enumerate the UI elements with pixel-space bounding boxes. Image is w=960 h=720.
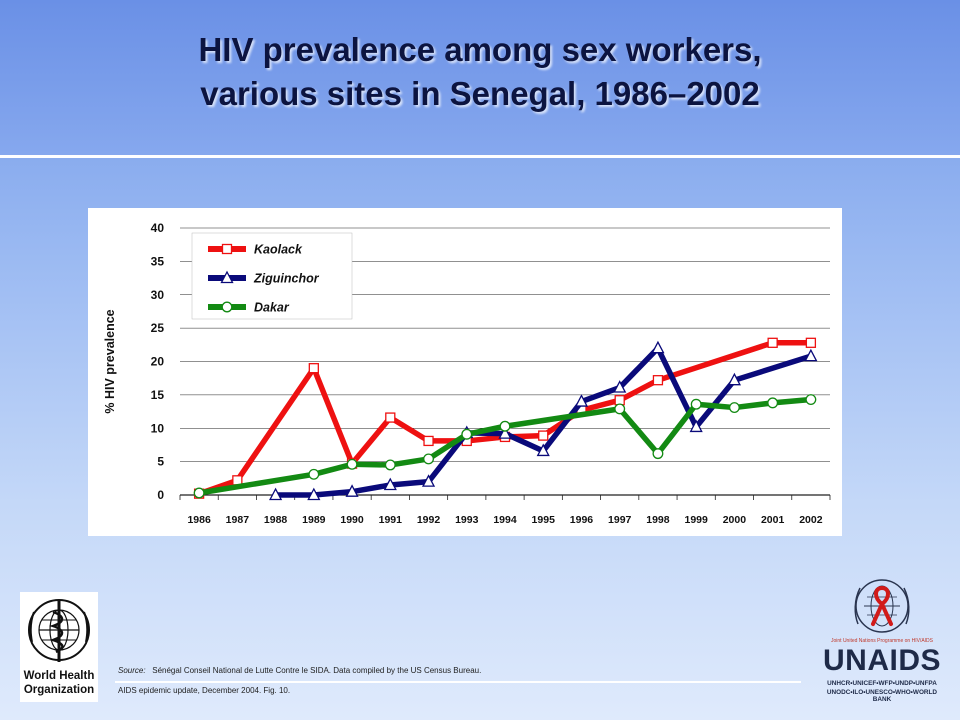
- data-point: [383, 477, 397, 491]
- legend-entry: Kaolack: [254, 243, 303, 257]
- who-wordmark: World Health Organization: [20, 669, 98, 697]
- data-point: [307, 487, 321, 501]
- x-tick-label: 1992: [417, 514, 441, 526]
- citation: AIDS epidemic update, December 2004. Fig…: [118, 686, 291, 695]
- data-point: [423, 435, 434, 447]
- data-point: [498, 426, 512, 439]
- data-point: [538, 430, 549, 441]
- x-tick-label: 1988: [264, 514, 288, 526]
- data-point: [805, 337, 817, 348]
- legend-marker: [221, 301, 233, 313]
- data-point: [690, 398, 702, 410]
- data-point: [308, 468, 320, 480]
- data-point: [689, 419, 703, 433]
- x-tick-label: 1987: [226, 514, 250, 526]
- x-tick-label: 1996: [570, 514, 594, 526]
- data-point: [613, 380, 627, 393]
- unaids-logo: Joint United Nations Programme on HIV/AI…: [818, 576, 946, 706]
- legend-entry: Ziguinchor: [253, 272, 320, 286]
- x-tick-label: 1993: [455, 514, 479, 526]
- y-tick-label: 0: [157, 488, 164, 502]
- data-point: [385, 412, 396, 423]
- x-tick-label: 1997: [608, 514, 632, 526]
- x-tick-label: 1995: [532, 514, 556, 526]
- unaids-members-line2: UNODC•ILO•UNESCO•WHO•WORLD BANK: [826, 689, 938, 703]
- data-point: [574, 394, 589, 407]
- title-divider: [0, 155, 960, 158]
- y-tick-label: 20: [151, 355, 165, 369]
- legend-marker: [221, 243, 233, 255]
- data-point: [614, 395, 625, 406]
- x-tick-label: 1989: [302, 514, 326, 526]
- data-point: [345, 484, 359, 497]
- data-point: [384, 459, 396, 471]
- data-point: [767, 337, 778, 348]
- series-kaolack: [193, 337, 817, 499]
- line-chart: 0 5 10 15 20 25 30 35 40 1986 1987 1988 1989 1990 1991…: [103, 221, 831, 526]
- chart-legend: Kaolack Ziguinchor Dakar: [191, 232, 353, 320]
- x-tick-label: 1999: [684, 514, 708, 526]
- data-point: [421, 474, 436, 487]
- slide-title-line2: various sites in Senegal, 1986–2002: [200, 75, 760, 112]
- data-point: [308, 363, 319, 374]
- source-label: Source:: [118, 666, 146, 675]
- data-point: [652, 375, 664, 386]
- data-point: [728, 402, 740, 414]
- footer-divider: [115, 681, 801, 683]
- who-wordmark-line1: World Health: [23, 670, 95, 682]
- source-note: Source: Sénégal Conseil National de Lutt…: [118, 666, 798, 675]
- x-tick-label: 2001: [761, 514, 785, 526]
- who-emblem-icon: [28, 599, 90, 662]
- unaids-wordmark: UNAIDS: [822, 644, 941, 677]
- unaids-members-line1: UNHCR•UNICEF•WFP•UNDP•UNFPA: [827, 680, 937, 687]
- data-point: [652, 448, 664, 460]
- chart-panel: 0 5 10 15 20 25 30 35 40 1986 1987 1988 1989 1990 1991…: [88, 208, 842, 536]
- data-point: [461, 428, 473, 440]
- y-tick-label: 15: [151, 388, 165, 402]
- x-tick-label: 1990: [340, 514, 364, 526]
- y-axis-title: % HIV prevalence: [103, 309, 117, 413]
- y-tick-label: 25: [151, 321, 165, 335]
- data-point: [423, 453, 434, 465]
- x-tick-label: 1991: [379, 514, 403, 526]
- series-dakar: [193, 394, 817, 499]
- x-tick-label: 1998: [646, 514, 670, 526]
- legend-entry: Dakar: [254, 301, 290, 315]
- series-line: [196, 340, 814, 497]
- y-tick-label: 35: [151, 254, 165, 268]
- who-logo: World Health Organization: [20, 592, 98, 702]
- y-tick-label: 5: [157, 455, 164, 469]
- series-line: [196, 396, 814, 496]
- who-wordmark-line2: Organization: [23, 684, 95, 696]
- source-text: Sénégal Conseil National de Lutte Contre…: [152, 666, 482, 675]
- y-tick-label: 40: [151, 221, 165, 235]
- data-point: [651, 340, 665, 354]
- x-tick-label: 1986: [187, 514, 211, 526]
- x-tick-label: 1994: [493, 514, 517, 526]
- data-point: [499, 420, 511, 432]
- data-point: [269, 487, 283, 501]
- x-tick-label: 2002: [799, 514, 823, 526]
- title-bar: [0, 0, 960, 155]
- slide-title: HIV prevalence among sex workers, variou…: [0, 28, 960, 116]
- data-point: [804, 348, 818, 362]
- data-point: [805, 394, 817, 405]
- slide-title-line1: HIV prevalence among sex workers,: [198, 31, 762, 68]
- data-point: [536, 443, 550, 457]
- data-point: [346, 458, 358, 470]
- data-point: [727, 372, 741, 386]
- data-point: [614, 403, 626, 415]
- data-point: [193, 487, 205, 499]
- data-point: [232, 475, 243, 486]
- unaids-tagline: Joint United Nations Programme on HIV/AI…: [831, 638, 933, 644]
- unaids-emblem-icon: [854, 579, 910, 633]
- x-tick-label: 2000: [723, 514, 747, 526]
- y-tick-label: 10: [151, 421, 165, 435]
- data-point: [767, 397, 779, 409]
- legend-marker: [220, 270, 234, 284]
- y-tick-label: 30: [151, 288, 165, 302]
